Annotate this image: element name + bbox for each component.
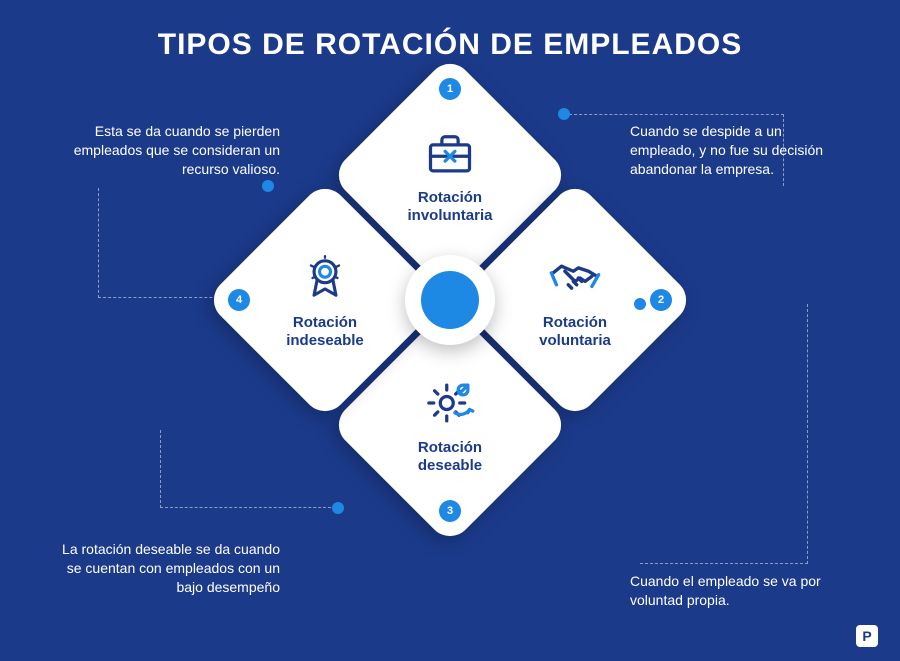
page-title: TIPOS DE ROTACIÓN DE EMPLEADOS — [0, 28, 900, 62]
handshake-icon — [547, 250, 603, 306]
badge-1: 1 — [439, 78, 461, 100]
desc-bottom-right: Cuando el empleado se va por voluntad pr… — [630, 572, 850, 610]
desc-top-left: Esta se da cuando se pierden empleados q… — [60, 122, 280, 179]
connector-dot — [262, 180, 274, 192]
badge-3: 3 — [439, 500, 461, 522]
connector-top-left — [98, 188, 268, 298]
connector-top-right — [564, 114, 784, 186]
center-circle-inner — [421, 271, 479, 329]
tile-right-label: Rotaciónvoluntaria — [539, 314, 611, 350]
connector-bottom-right — [640, 304, 808, 564]
tile-bottom-label: Rotacióndeseable — [418, 439, 482, 475]
center-circle — [405, 255, 495, 345]
connector-dot — [558, 108, 570, 120]
tile-top-label: Rotacióninvoluntaria — [407, 189, 492, 225]
badge-4: 4 — [228, 289, 250, 311]
tile-left-label: Rotaciónindeseable — [286, 314, 364, 350]
badge-2: 2 — [650, 289, 672, 311]
connector-bottom-left — [160, 430, 336, 508]
desc-bottom-left: La rotación deseable se da cuando se cue… — [60, 540, 280, 597]
gear-arrow-icon — [422, 375, 478, 431]
brand-logo: P — [856, 625, 878, 647]
connector-dot — [634, 298, 646, 310]
briefcase-x-icon — [422, 125, 478, 181]
connector-dot — [332, 502, 344, 514]
award-badge-icon — [297, 250, 353, 306]
